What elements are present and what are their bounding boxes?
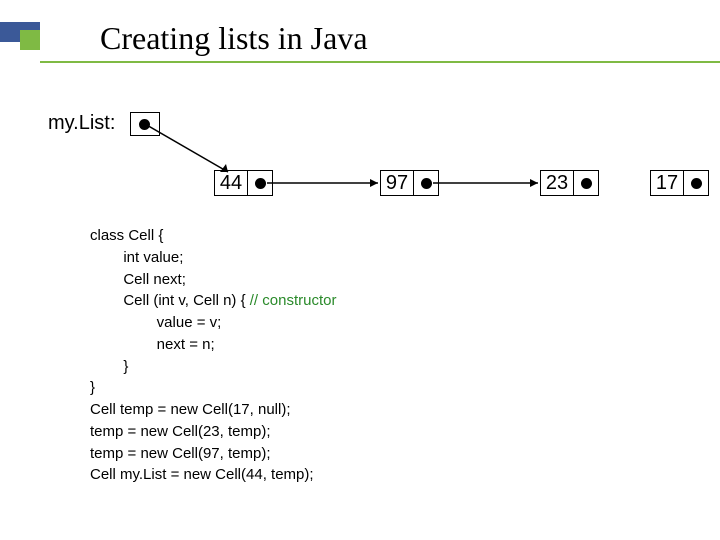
code-block: class Cell { int value; Cell next; Cell … [90,225,336,486]
title-wrap: Creating lists in Java [100,20,660,61]
corner-accent [0,0,50,50]
node-2-value: 97 [380,170,414,196]
code-l2: int value; [90,249,183,266]
slide-title: Creating lists in Java [100,20,660,61]
code-l9: Cell temp = new Cell(17, null); [90,401,291,418]
node-2-dot [421,178,432,189]
code-l3: Cell next; [90,271,186,288]
code-l4b: // constructor [250,292,337,309]
arrow-1-2-head [370,179,378,187]
node-4-dot [691,178,702,189]
title-underline [40,61,720,63]
code-l1: class Cell { [90,227,163,244]
node-1-dot [255,178,266,189]
node-1-value: 44 [214,170,248,196]
corner-green-box [20,30,40,50]
code-l10: temp = new Cell(23, temp); [90,423,271,440]
mylist-dot [139,119,150,130]
node-4-value: 17 [650,170,684,196]
mylist-label: my.List: [48,112,115,135]
arrow-2-3-head [530,179,538,187]
node-3-dot [581,178,592,189]
code-l4a: Cell (int v, Cell n) { [90,292,250,309]
code-l8: } [90,379,95,396]
code-l7: } [90,358,128,375]
code-l12: Cell my.List = new Cell(44, temp); [90,466,314,483]
code-l6: next = n; [90,336,215,353]
code-l5: value = v; [90,314,221,331]
node-3-value: 23 [540,170,574,196]
code-l11: temp = new Cell(97, temp); [90,445,271,462]
